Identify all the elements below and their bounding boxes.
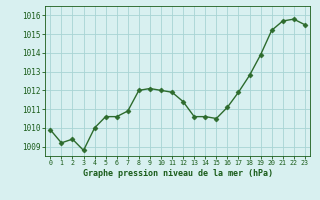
X-axis label: Graphe pression niveau de la mer (hPa): Graphe pression niveau de la mer (hPa) (83, 169, 273, 178)
